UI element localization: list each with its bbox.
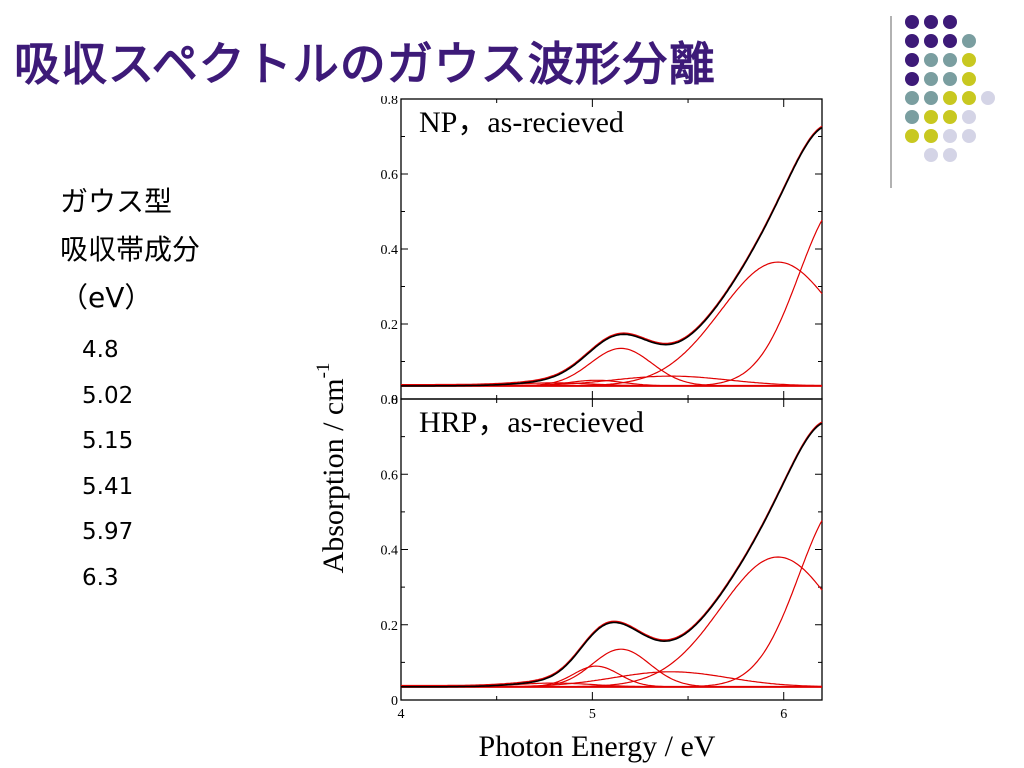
measured-spectrum-line: [401, 422, 823, 688]
decorative-dot: [981, 91, 995, 105]
x-tick-label: 4: [398, 707, 405, 722]
decorative-dot: [905, 129, 919, 143]
energy-item: 5.97: [82, 519, 134, 545]
y-axis-label-text: Absorption / cm: [317, 378, 350, 573]
y-axis-label-superscript: -1: [313, 363, 334, 379]
energy-item: 6.3: [82, 564, 119, 591]
gaussian-sum-line: [401, 125, 823, 386]
energy-list: 4.8 5.02 5.15 5.41 5.97 6.3: [82, 328, 200, 601]
y-tick-label: 0.2: [381, 619, 399, 634]
decorative-dot-grid: [890, 15, 995, 188]
decorative-dot: [943, 34, 957, 48]
x-tick-label: 6: [780, 707, 787, 722]
measured-spectrum-line: [401, 126, 823, 387]
panel-label: HRP，as-recieved: [419, 406, 644, 439]
gaussian-band-list: ガウス型 吸収帯成分 （eV） 4.8 5.02 5.15 5.41 5.97 …: [60, 178, 200, 601]
absorption-chart: 0 0.2 0.4 0.6 0.8 NP，as-recieved 0 0.2 0.4 0.6 0.…: [313, 96, 823, 763]
side-label-gaussian: ガウス型: [60, 185, 173, 218]
y-tick-label: 0: [391, 694, 398, 709]
decorative-dot: [905, 72, 919, 86]
energy-item: 4.8: [82, 337, 119, 363]
decorative-dot: [924, 34, 938, 48]
plot-frame: [400, 98, 823, 400]
y-tick-label: 0.8: [381, 96, 399, 108]
y-tick-label: 0.4: [381, 243, 399, 258]
decorative-dot: [962, 53, 976, 67]
decorative-dot: [924, 53, 938, 67]
decorative-dot: [905, 34, 919, 48]
x-axis-label: Photon Energy / eV: [479, 730, 716, 763]
panel-label: NP，as-recieved: [419, 106, 624, 139]
decorative-dot: [924, 129, 938, 143]
y-axis-label: Absorption / cm-1: [313, 363, 350, 574]
decorative-dot: [943, 15, 957, 29]
decorative-dot: [943, 72, 957, 86]
side-label-absorption-component: 吸収帯成分: [60, 233, 201, 266]
plot-frame: [400, 398, 823, 701]
gaussian-sum-line: [401, 421, 823, 687]
y-tick-label: 0.8: [381, 393, 399, 408]
y-tick-label: 0.6: [381, 468, 399, 483]
side-label-unit: （eV）: [60, 281, 153, 314]
decorative-dot: [943, 110, 957, 124]
decorative-dot: [962, 129, 976, 143]
y-tick-label: 0.2: [381, 318, 399, 333]
slide-title: 吸収スペクトルのガウス波形分離: [14, 37, 716, 91]
energy-item: 5.02: [82, 382, 134, 409]
decorative-dot: [905, 110, 919, 124]
decorative-dot: [962, 72, 976, 86]
decorative-dot: [924, 91, 938, 105]
decorative-dot: [943, 53, 957, 67]
decorative-dot: [962, 34, 976, 48]
y-tick-label: 0.4: [381, 544, 399, 559]
gaussian-component-line: [401, 648, 822, 688]
y-tick-label: 0.6: [381, 168, 399, 183]
gaussian-component-line: [401, 219, 823, 387]
decorative-dot: [962, 91, 976, 105]
y-tick-label: 0: [391, 393, 398, 408]
chart-panel-bottom: 0 0.2 0.4 0.6 0.8 HRP，as-recieved: [381, 393, 823, 709]
decorative-dot: [924, 110, 938, 124]
gaussian-component-line: [401, 261, 823, 387]
x-tick-label: 5: [589, 707, 596, 722]
decorative-dot: [943, 148, 957, 162]
decorative-dot: [924, 72, 938, 86]
decorative-dot: [924, 15, 938, 29]
energy-item: 5.15: [82, 428, 134, 454]
decorative-dot: [924, 148, 938, 162]
decorative-dot: [905, 15, 919, 29]
decorative-dot: [943, 129, 957, 143]
decorative-dot: [943, 91, 957, 105]
decorative-dot: [905, 91, 919, 105]
gaussian-component-line: [401, 665, 822, 688]
decorative-dot: [962, 110, 976, 124]
energy-item: 5.41: [82, 473, 134, 500]
decorative-dot: [905, 53, 919, 67]
gaussian-component-line: [401, 520, 823, 688]
chart-panel-top: 0 0.2 0.4 0.6 0.8 NP，as-recieved: [381, 96, 823, 408]
